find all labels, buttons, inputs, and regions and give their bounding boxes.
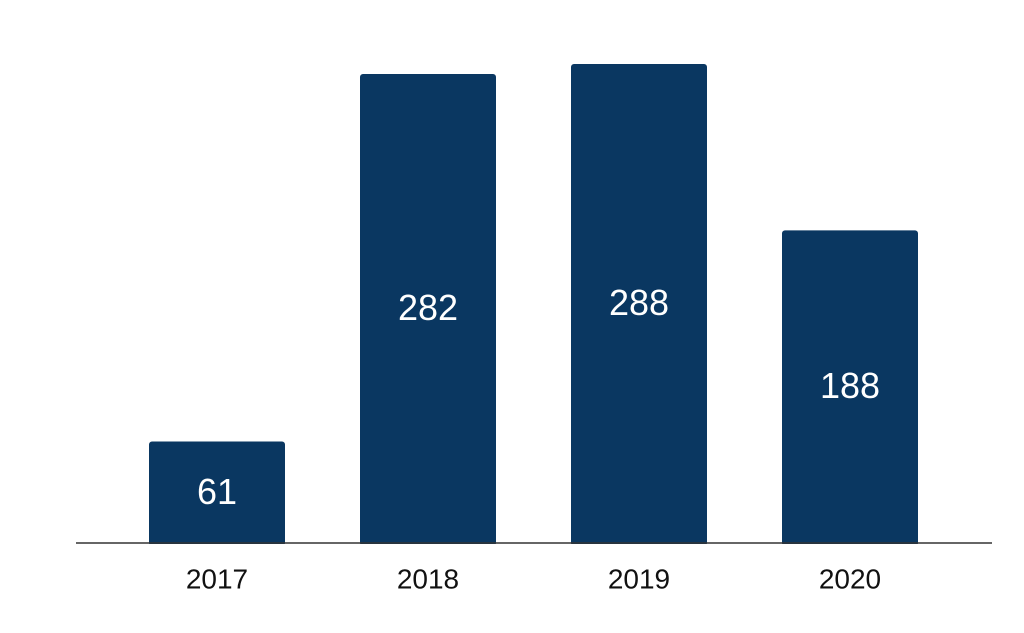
x-tick-label: 2020 bbox=[819, 563, 881, 594]
value-label: 282 bbox=[398, 287, 458, 328]
value-label: 288 bbox=[609, 282, 669, 323]
bar bbox=[360, 73, 496, 547]
value-label: 188 bbox=[820, 365, 880, 406]
bar bbox=[782, 230, 918, 546]
bar bbox=[571, 64, 707, 546]
axis-cover bbox=[70, 544, 1000, 548]
x-tick-label: 2019 bbox=[608, 563, 670, 594]
bar bbox=[149, 441, 285, 546]
x-tick-label: 2017 bbox=[186, 563, 248, 594]
value-label: 61 bbox=[197, 471, 237, 512]
x-tick-label: 2018 bbox=[397, 563, 459, 594]
